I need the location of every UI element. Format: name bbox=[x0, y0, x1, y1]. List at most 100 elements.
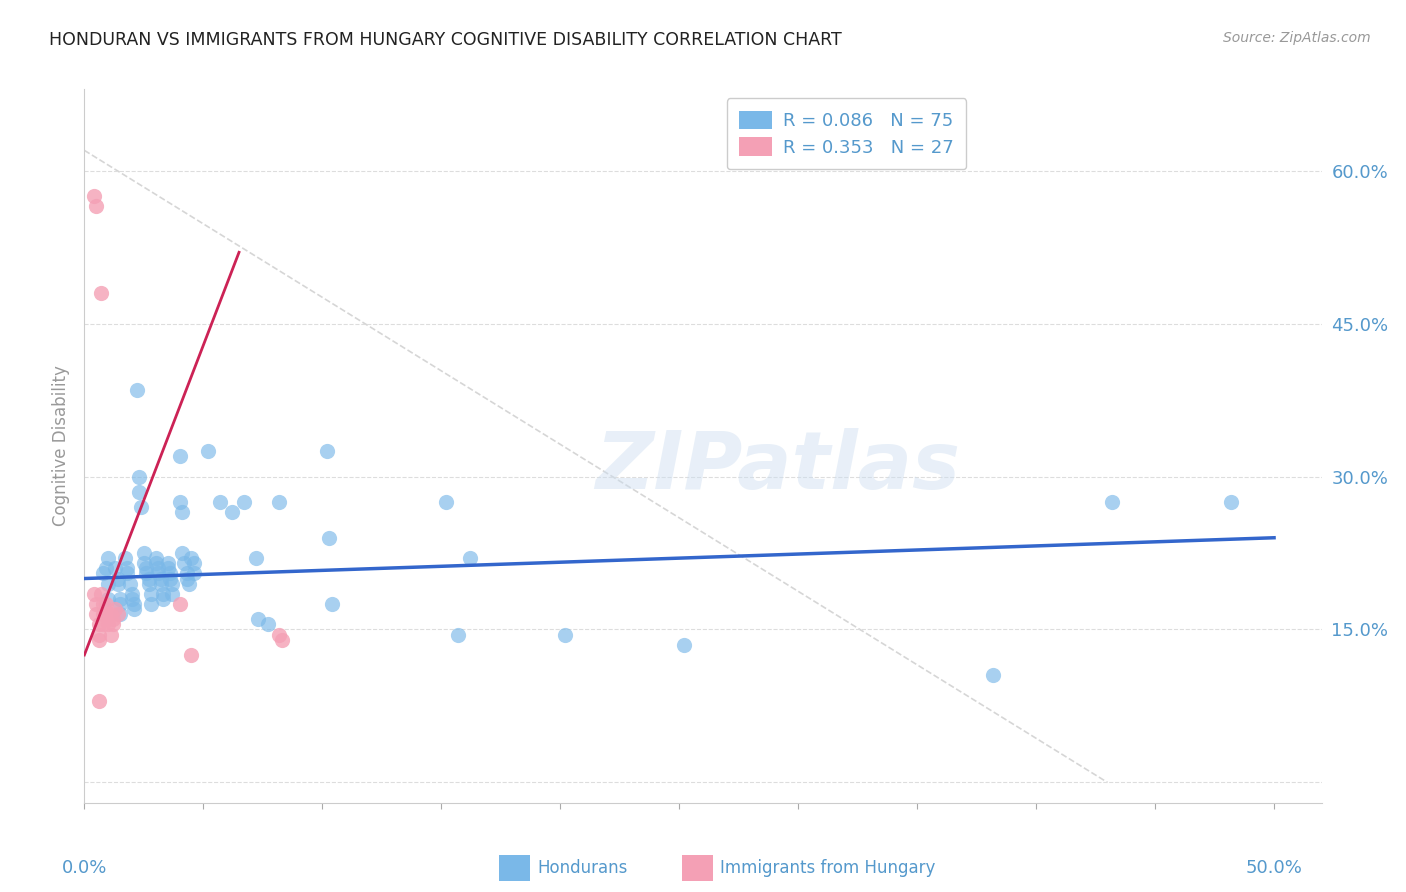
Point bbox=[176, 572, 198, 586]
Point bbox=[121, 591, 143, 606]
Point bbox=[245, 551, 267, 566]
Point bbox=[124, 602, 146, 616]
Point bbox=[94, 597, 117, 611]
Point bbox=[318, 531, 340, 545]
Point bbox=[87, 694, 110, 708]
Point bbox=[87, 627, 110, 641]
Point bbox=[128, 484, 150, 499]
Point bbox=[197, 444, 219, 458]
Point bbox=[208, 495, 231, 509]
Point bbox=[447, 627, 470, 641]
Point bbox=[672, 638, 695, 652]
Point bbox=[269, 495, 291, 509]
Point bbox=[107, 572, 129, 586]
Point bbox=[149, 576, 172, 591]
Point bbox=[1220, 495, 1243, 509]
Point bbox=[83, 587, 105, 601]
Point bbox=[97, 607, 120, 622]
Point bbox=[1101, 495, 1123, 509]
Point bbox=[145, 551, 167, 566]
Point bbox=[121, 587, 143, 601]
Point bbox=[124, 597, 146, 611]
Text: Source: ZipAtlas.com: Source: ZipAtlas.com bbox=[1223, 31, 1371, 45]
Point bbox=[180, 551, 202, 566]
Point bbox=[434, 495, 457, 509]
Text: 50.0%: 50.0% bbox=[1246, 859, 1302, 877]
Point bbox=[981, 668, 1004, 682]
Point bbox=[170, 546, 193, 560]
Point bbox=[107, 607, 129, 622]
Point bbox=[159, 566, 181, 581]
Point bbox=[135, 561, 157, 575]
Text: Hondurans: Hondurans bbox=[537, 859, 627, 877]
Point bbox=[83, 189, 105, 203]
Point bbox=[146, 566, 169, 581]
Point bbox=[107, 576, 129, 591]
Point bbox=[90, 587, 112, 601]
Point bbox=[169, 495, 191, 509]
Point bbox=[93, 617, 115, 632]
Point bbox=[128, 469, 150, 483]
Point bbox=[221, 505, 243, 519]
Point bbox=[162, 576, 184, 591]
Point bbox=[118, 576, 141, 591]
Point bbox=[108, 607, 131, 622]
Point bbox=[131, 500, 153, 515]
Point bbox=[93, 597, 115, 611]
Point bbox=[269, 627, 291, 641]
Point bbox=[183, 566, 205, 581]
Point bbox=[152, 587, 174, 601]
Point bbox=[146, 561, 169, 575]
Point bbox=[97, 591, 120, 606]
Point bbox=[183, 556, 205, 570]
Point bbox=[104, 561, 127, 575]
Point bbox=[93, 607, 115, 622]
Point bbox=[145, 556, 167, 570]
Point bbox=[156, 556, 179, 570]
Point bbox=[108, 591, 131, 606]
Point bbox=[104, 602, 127, 616]
Point bbox=[177, 576, 200, 591]
Text: ZIPatlas: ZIPatlas bbox=[595, 428, 960, 507]
Text: 0.0%: 0.0% bbox=[62, 859, 107, 877]
Point bbox=[97, 576, 120, 591]
Point bbox=[125, 383, 148, 397]
Point bbox=[458, 551, 481, 566]
Point bbox=[139, 587, 162, 601]
Point bbox=[169, 597, 191, 611]
Point bbox=[90, 286, 112, 301]
Point bbox=[135, 566, 157, 581]
Point bbox=[173, 556, 195, 570]
Point bbox=[138, 576, 160, 591]
Point bbox=[132, 556, 155, 570]
Point bbox=[138, 572, 160, 586]
Point bbox=[170, 505, 193, 519]
Point bbox=[108, 597, 131, 611]
Point bbox=[156, 561, 179, 575]
Point bbox=[100, 627, 122, 641]
Point bbox=[232, 495, 254, 509]
Point bbox=[115, 566, 138, 581]
Point bbox=[139, 597, 162, 611]
Point bbox=[316, 444, 339, 458]
Point bbox=[162, 587, 184, 601]
Point bbox=[169, 449, 191, 463]
Point bbox=[101, 617, 124, 632]
Point bbox=[152, 591, 174, 606]
Point bbox=[247, 612, 270, 626]
Point bbox=[101, 612, 124, 626]
Point bbox=[97, 617, 120, 632]
Point bbox=[256, 617, 278, 632]
Legend: R = 0.086   N = 75, R = 0.353   N = 27: R = 0.086 N = 75, R = 0.353 N = 27 bbox=[727, 98, 966, 169]
Point bbox=[100, 607, 122, 622]
Point bbox=[84, 199, 107, 213]
Text: HONDURAN VS IMMIGRANTS FROM HUNGARY COGNITIVE DISABILITY CORRELATION CHART: HONDURAN VS IMMIGRANTS FROM HUNGARY COGN… bbox=[49, 31, 842, 49]
Point bbox=[554, 627, 576, 641]
Point bbox=[132, 546, 155, 560]
Point bbox=[87, 617, 110, 632]
Point bbox=[84, 607, 107, 622]
Point bbox=[115, 561, 138, 575]
Point bbox=[176, 566, 198, 581]
Point bbox=[97, 551, 120, 566]
Point bbox=[321, 597, 343, 611]
